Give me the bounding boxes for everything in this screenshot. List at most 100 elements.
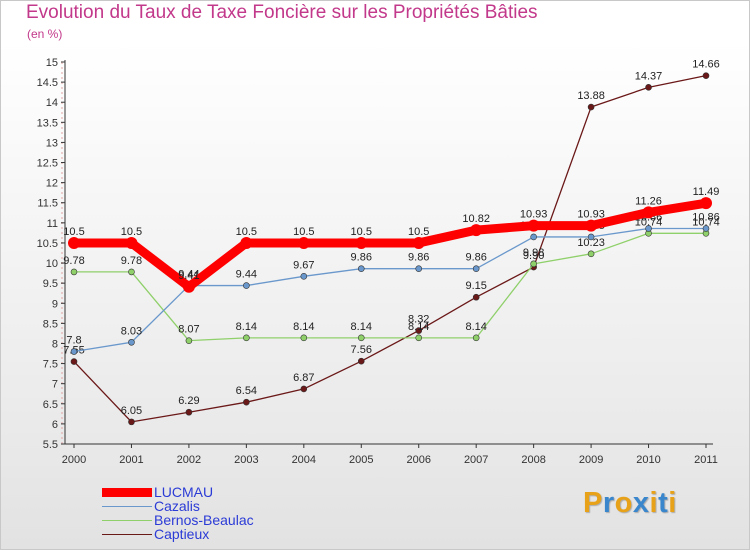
- legend-label-bernos-beaulac: Bernos-Beaulac: [154, 512, 254, 528]
- data-label-lucmau: 10.93: [577, 209, 605, 221]
- y-tick-label: 15: [46, 57, 58, 69]
- logo-letter: i: [649, 487, 659, 519]
- data-point-bernos-beaulac: [70, 268, 78, 276]
- data-label-captieux: 6.29: [178, 395, 199, 407]
- legend-swatch-cazalis: [102, 506, 152, 507]
- data-label-lucmau: 10.5: [236, 226, 257, 238]
- y-tick-label: 14: [46, 97, 58, 109]
- data-point-lucmau: [642, 206, 655, 219]
- data-point-cazalis: [70, 348, 78, 355]
- x-tick-label: 2000: [62, 454, 86, 466]
- data-label-cazalis: 9.67: [293, 259, 314, 271]
- data-label-cazalis: 9.86: [408, 252, 429, 264]
- data-label-captieux: 9.90: [523, 250, 544, 262]
- data-point-bernos-beaulac: [357, 334, 365, 342]
- data-point-captieux: [702, 72, 710, 79]
- x-tick-label: 2010: [636, 454, 660, 466]
- x-tick-label: 2011: [694, 454, 718, 466]
- data-point-captieux: [185, 408, 193, 416]
- data-point-cazalis: [587, 233, 595, 241]
- data-point-bernos-beaulac: [472, 334, 480, 342]
- data-label-bernos-beaulac: 8.14: [465, 321, 486, 333]
- data-point-lucmau: [700, 197, 712, 210]
- data-label-cazalis: 9.86: [465, 252, 486, 264]
- data-label-bernos-beaulac: 8.14: [408, 321, 429, 333]
- data-point-lucmau: [355, 236, 368, 249]
- y-tick-label: 12: [46, 178, 58, 190]
- x-tick-label: 2007: [464, 454, 488, 466]
- legend-swatch-lucmau: [102, 488, 152, 497]
- unit-label: (en %): [27, 27, 63, 41]
- x-tick-label: 2006: [406, 454, 430, 466]
- data-label-captieux: 14.37: [635, 70, 663, 82]
- data-label-lucmau: 11.26: [635, 195, 662, 207]
- y-tick-label: 7: [52, 379, 58, 391]
- data-point-lucmau: [527, 219, 540, 232]
- data-point-captieux: [243, 398, 250, 406]
- data-label-captieux: 6.54: [236, 385, 257, 397]
- y-tick-label: 6.5: [43, 399, 58, 411]
- data-label-lucmau: 10.5: [121, 226, 142, 238]
- data-label-bernos-beaulac: 9.78: [121, 255, 142, 267]
- legend-swatch-captieux: [102, 534, 152, 535]
- data-label-cazalis: 9.44: [236, 269, 257, 281]
- data-point-lucmau: [297, 236, 310, 249]
- x-tick-label: 2002: [177, 454, 201, 466]
- data-point-bernos-beaulac: [243, 334, 250, 342]
- logo-letter: o: [614, 487, 633, 519]
- data-point-captieux: [472, 293, 480, 301]
- y-tick-label: 6: [52, 419, 58, 431]
- data-point-bernos-beaulac: [530, 260, 537, 268]
- series-line-lucmau: [69, 198, 711, 292]
- y-tick-label: 5.5: [43, 439, 58, 451]
- y-tick-label: 13: [46, 137, 58, 149]
- data-label-lucmau: 10.82: [462, 213, 490, 225]
- x-tick-label: 2003: [234, 454, 258, 466]
- data-point-bernos-beaulac: [185, 337, 193, 344]
- data-point-captieux: [70, 358, 78, 365]
- data-point-bernos-beaulac: [587, 250, 595, 258]
- data-label-bernos-beaulac: 8.14: [236, 321, 257, 333]
- data-point-cazalis: [300, 273, 308, 280]
- data-label-captieux: 7.56: [351, 344, 372, 356]
- data-label-bernos-beaulac: 9.98: [523, 247, 544, 259]
- data-point-captieux: [587, 103, 595, 111]
- data-label-lucmau: 11.49: [693, 186, 720, 198]
- data-label-bernos-beaulac: 9.78: [63, 255, 84, 267]
- data-point-captieux: [645, 84, 652, 91]
- data-label-captieux: 13.88: [577, 90, 605, 102]
- data-point-cazalis: [415, 265, 423, 272]
- data-label-bernos-beaulac: 8.14: [351, 321, 372, 333]
- data-label-captieux: 14.66: [692, 59, 720, 71]
- x-tick-label: 2008: [521, 454, 545, 466]
- logo-letter: i: [668, 487, 677, 519]
- data-point-bernos-beaulac: [300, 334, 308, 342]
- data-label-bernos-beaulac: 10.23: [577, 237, 605, 249]
- data-point-lucmau: [240, 236, 253, 249]
- data-point-cazalis: [530, 233, 537, 241]
- x-tick-label: 2005: [349, 454, 373, 466]
- series-line-bernos-beaulac: [73, 232, 707, 342]
- data-point-lucmau: [412, 236, 425, 249]
- x-tick-label: 2004: [292, 454, 316, 466]
- data-label-cazalis: 9.86: [351, 252, 372, 264]
- data-label-lucmau: 10.5: [63, 226, 84, 238]
- logo-letter: t: [658, 487, 669, 519]
- data-label-cazalis: 8.03: [121, 325, 142, 337]
- y-tick-label: 9.5: [43, 278, 58, 290]
- data-label-lucmau: 10.5: [293, 226, 314, 238]
- x-tick-label: 2001: [119, 454, 143, 466]
- y-tick-label: 8: [52, 338, 58, 350]
- data-point-captieux: [415, 327, 423, 334]
- y-tick-label: 10.5: [37, 238, 58, 250]
- y-tick-label: 7.5: [43, 359, 58, 371]
- logo-letter: P: [583, 487, 603, 519]
- legend-label-captieux: Captieux: [154, 526, 210, 542]
- data-label-cazalis: 10.86: [692, 211, 720, 223]
- y-tick-label: 11.5: [37, 198, 58, 210]
- data-point-cazalis: [702, 225, 710, 232]
- proxiti-logo: Proxiti: [583, 487, 677, 519]
- data-label-captieux: 9.15: [465, 280, 486, 292]
- data-point-lucmau: [125, 236, 138, 249]
